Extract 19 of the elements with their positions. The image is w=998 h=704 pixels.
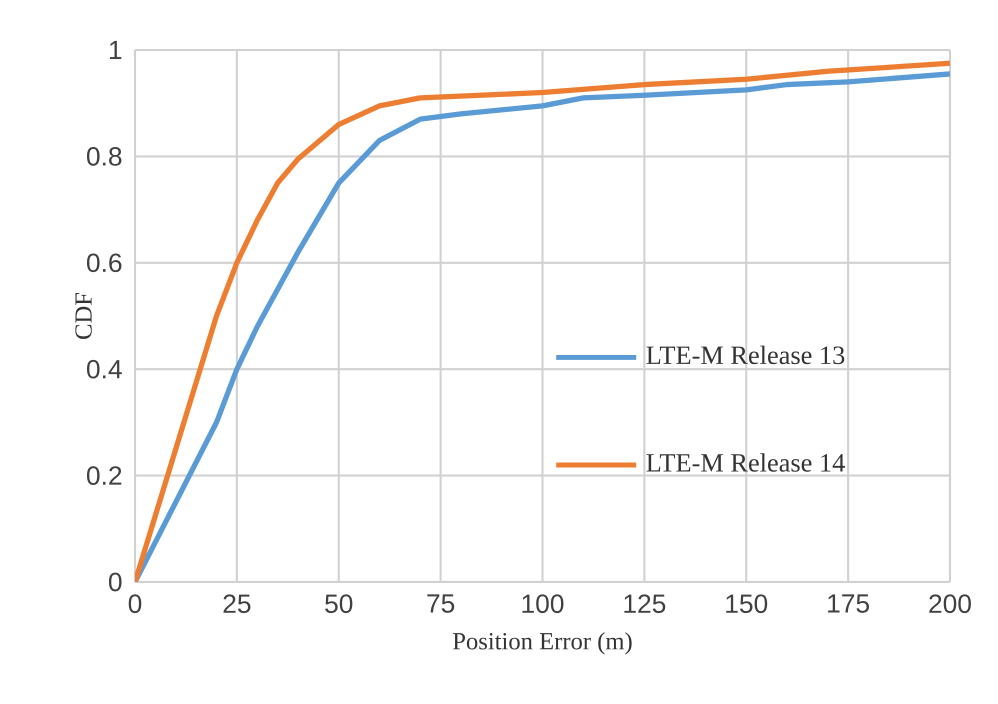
y-tick-label: 0.6 [86, 253, 122, 272]
x-tick-label: 75 [427, 594, 454, 613]
x-tick-label: 100 [522, 594, 564, 614]
legend-label: LTE-M Release 13 [646, 346, 844, 364]
x-tick-label: 50 [325, 594, 352, 614]
x-tick-label: 25 [224, 594, 250, 614]
legend-label: LTE-M Release 14 [646, 453, 845, 472]
x-tick-label: 150 [726, 594, 768, 614]
y-axis-title: CDF [75, 292, 92, 339]
y-tick-label: 0.2 [86, 466, 122, 485]
x-axis-title: Position Error (m) [453, 632, 632, 655]
y-tick-label: 0.4 [86, 360, 122, 379]
x-tick-label: 0 [128, 594, 142, 614]
x-tick-label: 200 [929, 594, 971, 614]
x-tick-label: 175 [828, 594, 869, 613]
y-tick-label: 0.8 [86, 147, 122, 166]
x-tick-label: 125 [624, 594, 666, 614]
y-tick-label: 0 [108, 572, 122, 592]
y-tick-label: 1 [110, 40, 122, 60]
